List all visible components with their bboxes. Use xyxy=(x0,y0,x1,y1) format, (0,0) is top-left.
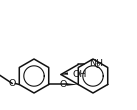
Text: O: O xyxy=(60,80,67,89)
Text: 2: 2 xyxy=(95,63,100,70)
Polygon shape xyxy=(61,72,68,75)
Text: O: O xyxy=(9,79,16,88)
Text: NH: NH xyxy=(89,59,103,68)
Polygon shape xyxy=(66,83,78,86)
Text: OH: OH xyxy=(73,70,87,79)
